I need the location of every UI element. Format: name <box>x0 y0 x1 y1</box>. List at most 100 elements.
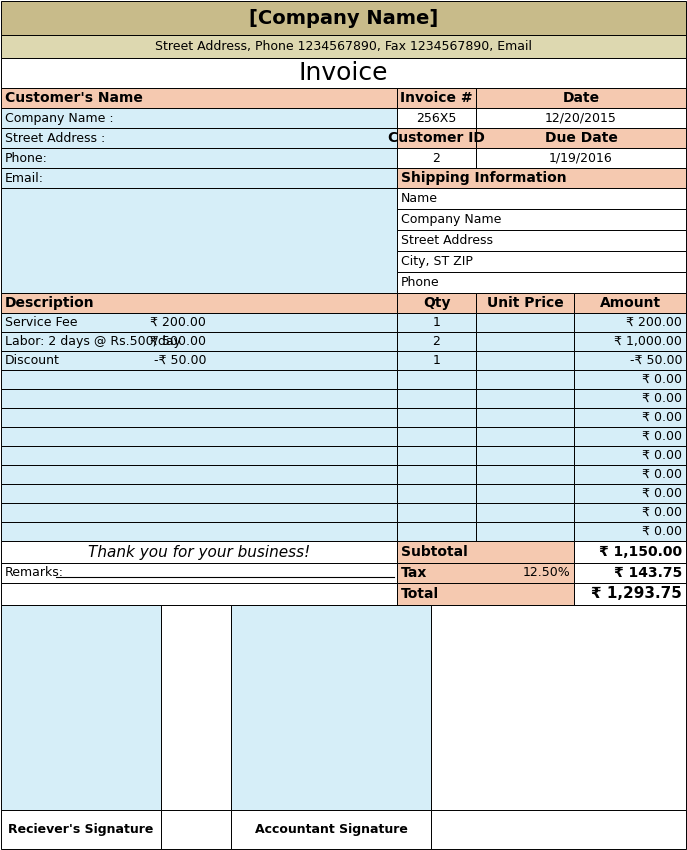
Bar <box>397 88 476 108</box>
Bar <box>476 465 574 484</box>
Text: Invoice: Invoice <box>299 61 388 85</box>
Bar <box>574 503 686 522</box>
Text: Customer ID: Customer ID <box>388 131 485 145</box>
Text: -₹ 50.00: -₹ 50.00 <box>629 354 682 367</box>
Bar <box>476 389 574 408</box>
Bar <box>476 408 574 427</box>
Bar <box>1 503 397 522</box>
Bar <box>397 427 476 446</box>
Bar <box>574 370 686 389</box>
Text: Unit Price: Unit Price <box>486 296 563 310</box>
Bar <box>1 484 397 503</box>
Text: Name: Name <box>401 192 438 205</box>
Bar <box>397 251 686 272</box>
Bar <box>1 332 397 351</box>
Bar <box>397 230 686 251</box>
Bar <box>574 563 686 583</box>
Bar <box>476 293 574 313</box>
Bar <box>161 605 231 810</box>
Text: Accountant Signature: Accountant Signature <box>255 823 407 836</box>
Bar <box>397 408 476 427</box>
Bar <box>397 370 476 389</box>
Text: 1: 1 <box>433 316 440 329</box>
Bar <box>1 88 397 108</box>
Bar <box>397 389 476 408</box>
Text: Subtotal: Subtotal <box>401 545 468 559</box>
Bar <box>1 583 397 605</box>
Bar <box>397 351 476 370</box>
Bar <box>431 605 686 810</box>
Text: ₹ 1,150.00: ₹ 1,150.00 <box>599 545 682 559</box>
Text: Email:: Email: <box>5 172 44 184</box>
Text: Shipping Information: Shipping Information <box>401 171 567 185</box>
Bar <box>574 427 686 446</box>
Bar <box>1 446 397 465</box>
Bar <box>574 313 686 332</box>
Bar <box>1 389 397 408</box>
Bar <box>1 541 397 563</box>
Bar <box>1 188 397 293</box>
Bar <box>397 583 574 605</box>
Text: ₹ 0.00: ₹ 0.00 <box>642 487 682 500</box>
Bar <box>574 332 686 351</box>
Text: 1: 1 <box>433 354 440 367</box>
Bar <box>397 465 476 484</box>
Text: Street Address, Phone 1234567890, Fax 1234567890, Email: Street Address, Phone 1234567890, Fax 12… <box>155 40 532 53</box>
Bar <box>476 522 574 541</box>
Text: ₹ 200.00: ₹ 200.00 <box>626 316 682 329</box>
Text: City, ST ZIP: City, ST ZIP <box>401 255 473 268</box>
Text: ₹ 0.00: ₹ 0.00 <box>642 525 682 538</box>
Bar <box>1 35 686 58</box>
Text: ₹ 200.00: ₹ 200.00 <box>150 316 206 329</box>
Bar <box>574 484 686 503</box>
Bar <box>397 128 476 148</box>
Text: Discount: Discount <box>5 354 60 367</box>
Text: Customer's Name: Customer's Name <box>5 91 143 105</box>
Bar <box>397 168 686 188</box>
Bar <box>1 293 397 313</box>
Bar <box>431 810 686 849</box>
Bar <box>476 108 686 128</box>
Bar <box>1 313 397 332</box>
Bar <box>231 810 431 849</box>
Bar <box>1 351 397 370</box>
Bar <box>397 209 686 230</box>
Text: Total: Total <box>401 587 439 601</box>
Bar <box>476 128 686 148</box>
Bar <box>476 313 574 332</box>
Bar <box>574 293 686 313</box>
Bar <box>476 370 574 389</box>
Text: ₹ 0.00: ₹ 0.00 <box>642 373 682 386</box>
Bar <box>574 465 686 484</box>
Bar <box>397 503 476 522</box>
Bar <box>1 408 397 427</box>
Bar <box>1 427 397 446</box>
Text: ₹ 1,000.00: ₹ 1,000.00 <box>614 335 682 348</box>
Text: ₹ 1,293.75: ₹ 1,293.75 <box>591 586 682 602</box>
Text: ₹ 0.00: ₹ 0.00 <box>642 468 682 481</box>
Text: ₹ 0.00: ₹ 0.00 <box>642 430 682 443</box>
Text: Thank you for your business!: Thank you for your business! <box>88 545 310 559</box>
Text: 256X5: 256X5 <box>416 111 457 124</box>
Bar <box>574 446 686 465</box>
Text: Invoice #: Invoice # <box>401 91 473 105</box>
Bar <box>1 810 161 849</box>
Bar <box>476 484 574 503</box>
Bar <box>1 58 686 88</box>
Text: -₹ 50.00: -₹ 50.00 <box>153 354 206 367</box>
Text: Due Date: Due Date <box>545 131 618 145</box>
Text: 2: 2 <box>433 151 440 165</box>
Text: Tax: Tax <box>401 566 427 580</box>
Bar <box>397 293 476 313</box>
Bar <box>1 522 397 541</box>
Text: Reciever's Signature: Reciever's Signature <box>8 823 154 836</box>
Text: ₹ 0.00: ₹ 0.00 <box>642 449 682 462</box>
Bar <box>574 583 686 605</box>
Bar <box>574 408 686 427</box>
Text: ₹ 0.00: ₹ 0.00 <box>642 392 682 405</box>
Bar <box>397 484 476 503</box>
Bar <box>397 188 686 209</box>
Bar <box>397 446 476 465</box>
Bar <box>574 389 686 408</box>
Bar <box>476 351 574 370</box>
